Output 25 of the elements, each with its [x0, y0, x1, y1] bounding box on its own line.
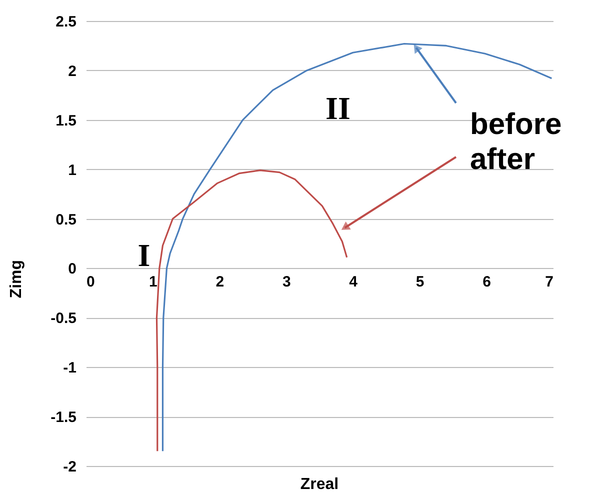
x-tick-label: 5: [416, 274, 424, 291]
y-tick-label: 0.5: [56, 211, 76, 228]
x-axis-title: Zreal: [300, 476, 339, 493]
series-label: before: [470, 108, 562, 141]
y-tick-label: 1: [68, 162, 76, 179]
annotation: II: [326, 90, 350, 126]
x-tick-label: 2: [216, 274, 224, 291]
line-series: [156, 170, 348, 452]
text: after: [470, 143, 536, 176]
annotation: I: [138, 237, 150, 274]
y-axis-title: Zimg: [8, 260, 25, 298]
y-tick-label: -1: [63, 360, 76, 377]
y-tick-label: -0.5: [50, 310, 76, 328]
y-tick-label: -1.5: [50, 409, 76, 426]
x-tick-label: 6: [482, 274, 491, 291]
x-tick-label: 1: [149, 274, 158, 291]
y-tick-label: 0: [68, 260, 76, 278]
x-tick-label: 0: [86, 274, 95, 291]
y-tick-label: 2.5: [56, 14, 76, 30]
x-tick-label: 3: [282, 274, 291, 291]
y-tick-label: 1.5: [56, 112, 76, 130]
x-tick-label: 4: [349, 274, 358, 291]
y-tick-label: 2: [68, 62, 76, 80]
x-tick-label: 7: [545, 274, 554, 291]
y-tick-label: -2: [63, 458, 76, 476]
